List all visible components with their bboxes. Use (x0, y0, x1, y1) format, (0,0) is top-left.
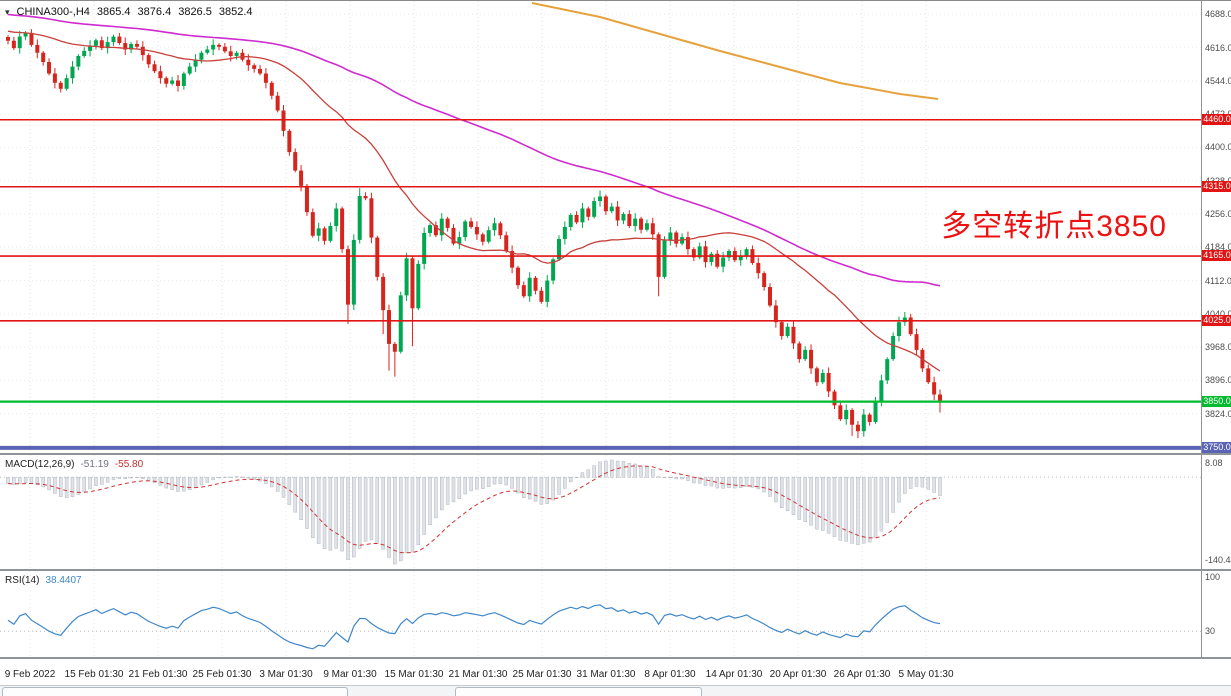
macd-header: MACD(12,26,9) -51.19 -55.80 (5, 459, 143, 470)
ohlc-high-value: 3876.4 (137, 6, 172, 18)
price-chart-canvas[interactable] (0, 1, 1201, 453)
price-axis-label: 4544.0 (1205, 75, 1231, 86)
pane-divider[interactable] (0, 453, 1231, 455)
price-axis-label: 4688.0 (1205, 9, 1231, 20)
price-axis-label: 4256.0 (1205, 209, 1231, 220)
macd-main-value: -51.19 (80, 459, 109, 470)
time-axis-label: 25 Mar 01:30 (512, 669, 572, 680)
price-level-tag: 4165.0 (1202, 250, 1231, 262)
ohlc-low-value: 3826.5 (178, 6, 212, 18)
price-axis-label: 4184.0 (1205, 242, 1231, 253)
price-level-tag: 4315.0 (1202, 180, 1231, 192)
chart-ohlc-header: ▾ CHINA300-,H4 3865.4 3876.4 3826.5 3852… (5, 6, 253, 18)
rsi-indicator-canvas[interactable] (0, 571, 1201, 657)
chart-tab-2[interactable] (455, 687, 702, 696)
time-axis-label: 26 Apr 01:30 (833, 669, 891, 680)
chart-tab-bar (0, 685, 1231, 696)
time-axis-label: 21 Feb 01:30 (128, 669, 188, 680)
time-axis-label: 9 Feb 2022 (4, 669, 56, 680)
price-level-tag: 3850.0 (1202, 395, 1231, 407)
price-level-tag: 4025.0 (1202, 314, 1231, 326)
price-level-tag: 3750.0 (1202, 441, 1231, 453)
symbol-marker-icon: ▾ (5, 6, 10, 17)
price-axis-label: 4616.0 (1205, 42, 1231, 53)
pane-divider (0, 657, 1231, 659)
time-axis-label: 15 Feb 01:30 (64, 669, 124, 680)
price-level-tag: 4460.0 (1202, 113, 1231, 125)
rsi-header: RSI(14) 38.4407 (5, 575, 82, 586)
time-axis-label: 15 Mar 01:30 (384, 669, 444, 680)
price-axis-label: 4112.0 (1205, 275, 1231, 286)
time-axis-label: 5 May 01:30 (898, 669, 954, 680)
time-axis-label: 31 Mar 01:30 (576, 669, 636, 680)
rsi-value: 38.4407 (45, 575, 82, 586)
rsi-axis-level-label: 30 (1205, 626, 1216, 637)
macd-name-label: MACD(12,26,9) (5, 459, 75, 470)
time-axis-label: 20 Apr 01:30 (769, 669, 827, 680)
time-axis-label: 25 Feb 01:30 (192, 669, 252, 680)
time-axis-label: 9 Mar 01:30 (323, 669, 377, 680)
time-axis-label: 21 Mar 01:30 (448, 669, 508, 680)
price-axis-label: 3968.0 (1205, 342, 1231, 353)
macd-indicator-canvas[interactable] (0, 455, 1201, 569)
pane-divider[interactable] (0, 569, 1231, 571)
price-axis-label: 4040.0 (1205, 309, 1231, 319)
macd-signal-value: -55.80 (114, 459, 144, 470)
time-axis-label: 8 Apr 01:30 (644, 669, 696, 680)
macd-axis-max-label: 8.08 (1205, 458, 1223, 468)
price-axis-label: 4400.0 (1205, 142, 1231, 153)
rsi-name-label: RSI(14) (5, 575, 40, 586)
time-axis[interactable]: 9 Feb 2022 15 Feb 01:30 21 Feb 01:30 25 Feb… (0, 659, 1231, 685)
chart-tab-1[interactable] (2, 687, 348, 696)
ohlc-open-value: 3865.4 (96, 6, 131, 18)
macd-axis-min-label: -140.44 (1205, 555, 1231, 565)
time-axis-label: 14 Apr 01:30 (705, 669, 763, 680)
ohlc-close-value: 3852.4 (218, 6, 253, 18)
time-axis-label: 3 Mar 01:30 (259, 669, 313, 680)
rsi-axis-top-label: 100 (1205, 572, 1221, 582)
symbol-timeframe-label: CHINA300-,H4 (16, 6, 90, 18)
chart-annotation-text: 多空转折点3850 (941, 210, 1167, 243)
price-axis-column[interactable]: 4688.04616.04544.04472.04400.04328.04256… (1201, 1, 1231, 659)
price-axis-label: 3824.0 (1205, 408, 1231, 419)
price-axis-label: 3896.0 (1205, 375, 1231, 386)
